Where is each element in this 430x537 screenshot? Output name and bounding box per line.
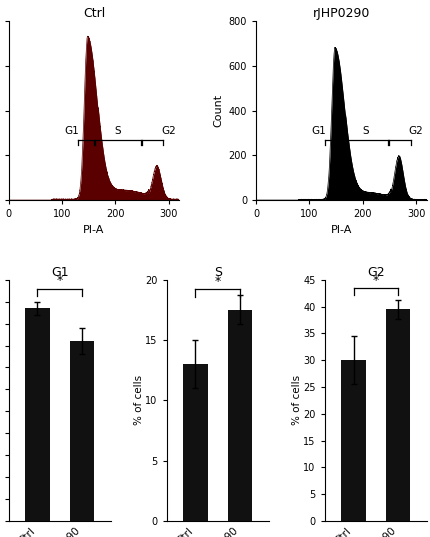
Title: G1: G1: [51, 266, 68, 279]
Text: G2: G2: [161, 126, 175, 136]
Title: S: S: [213, 266, 221, 279]
Y-axis label: % of cells: % of cells: [134, 375, 144, 425]
X-axis label: PI-A: PI-A: [83, 224, 104, 235]
Text: *: *: [56, 274, 63, 287]
Bar: [69, 341, 94, 521]
Text: *: *: [372, 274, 378, 287]
Title: G2: G2: [366, 266, 384, 279]
Text: S: S: [361, 126, 368, 136]
Bar: [341, 360, 365, 521]
Text: G1: G1: [64, 126, 79, 136]
Bar: [183, 364, 207, 521]
Text: S: S: [114, 126, 121, 136]
Title: Ctrl: Ctrl: [83, 8, 105, 20]
Bar: [227, 310, 252, 521]
X-axis label: PI-A: PI-A: [330, 224, 351, 235]
Bar: [385, 309, 409, 521]
Y-axis label: % of cells: % of cells: [291, 375, 301, 425]
Y-axis label: Count: Count: [212, 94, 222, 127]
Title: rJHP0290: rJHP0290: [312, 8, 369, 20]
Bar: [25, 308, 49, 521]
Text: G1: G1: [311, 126, 326, 136]
Text: *: *: [214, 275, 220, 288]
Text: G2: G2: [408, 126, 422, 136]
